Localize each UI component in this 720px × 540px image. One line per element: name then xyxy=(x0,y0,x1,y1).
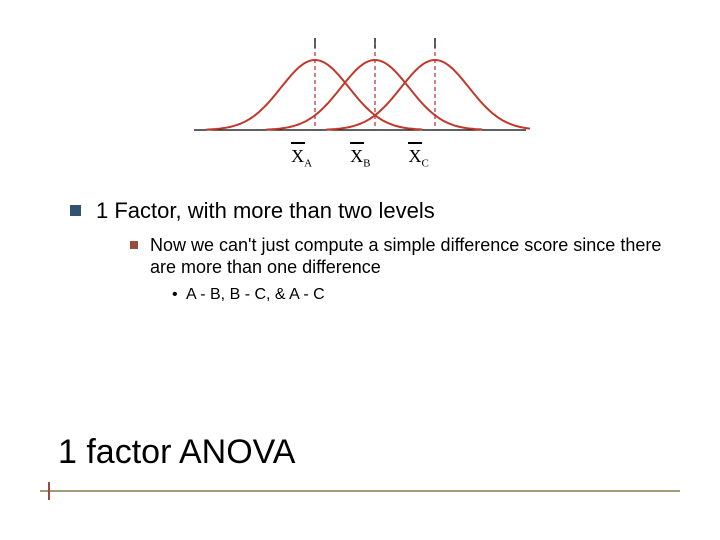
bell-curves-svg xyxy=(190,30,530,140)
x-axis-labels: XA XB XC xyxy=(190,146,530,170)
x-label: XA xyxy=(291,146,312,170)
x-label: XC xyxy=(408,146,428,170)
bullet-level-2: Now we can't just compute a simple diffe… xyxy=(130,234,680,305)
main-list: 1 Factor, with more than two levels Now … xyxy=(70,198,680,305)
bullet-level-1: 1 Factor, with more than two levels Now … xyxy=(70,198,680,305)
distributions-diagram: XA XB XC xyxy=(190,30,530,170)
footer-tick xyxy=(48,482,50,500)
detail-bullet-text: A - B, B - C, & A - C xyxy=(186,286,325,303)
bullet-text: 1 Factor, with more than two levels xyxy=(96,198,435,223)
footer-rule xyxy=(40,490,680,492)
sub-list: Now we can't just compute a simple diffe… xyxy=(130,234,680,305)
x-label: XB xyxy=(350,146,370,170)
bullet-level-3: A - B, B - C, & A - C xyxy=(172,285,680,305)
sub-bullet-text: Now we can't just compute a simple diffe… xyxy=(150,235,661,278)
slide-title: 1 factor ANOVA xyxy=(58,433,295,472)
slide: XA XB XC 1 Factor, with more than two leve… xyxy=(0,0,720,540)
detail-list: A - B, B - C, & A - C xyxy=(172,285,680,305)
